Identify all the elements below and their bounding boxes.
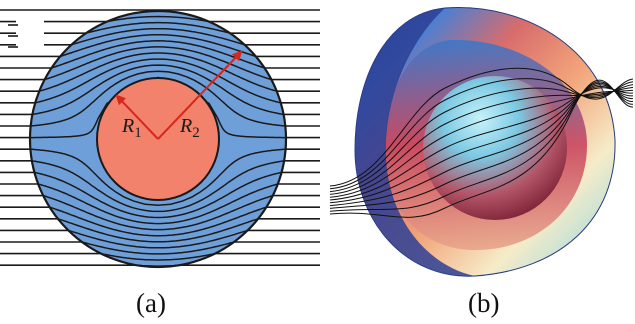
radius-r2-arrow	[157, 50, 243, 140]
cloaked-core-sphere	[423, 76, 567, 220]
corner-notch	[16, 16, 44, 52]
field-line	[329, 81, 634, 212]
cloak-cross-section-diagram: R1 R2	[0, 9, 320, 269]
deflected-field-line	[30, 194, 286, 231]
deflected-field-line	[30, 160, 286, 213]
label-r2: R2	[179, 115, 200, 141]
field-line	[329, 82, 634, 209]
deflected-field-line	[30, 34, 286, 58]
deflected-field-line	[30, 52, 286, 92]
field-line	[329, 84, 634, 193]
field-line-bundle	[329, 67, 634, 218]
deflected-field-line	[30, 46, 286, 81]
deflected-field-line	[30, 218, 286, 243]
deflected-field-line	[30, 40, 286, 69]
radius-r1-arrow	[115, 94, 159, 140]
field-line	[329, 86, 634, 195]
field-line	[329, 85, 634, 204]
caption-panel-b: (b)	[468, 288, 500, 318]
field-line	[329, 84, 634, 207]
deflected-field-line	[30, 206, 286, 237]
caption-panel-a: (a)	[136, 288, 166, 318]
deflected-field-line	[30, 58, 286, 104]
field-line	[329, 79, 634, 218]
cloak-3d-rendering	[329, 6, 634, 277]
field-line	[329, 78, 634, 190]
deflected-field-line	[30, 148, 286, 207]
deflected-field-line	[30, 229, 286, 249]
label-r1: R1	[121, 115, 142, 141]
field-line	[329, 87, 634, 201]
deflected-field-line	[30, 64, 286, 116]
corner-notch-dashes	[8, 24, 18, 48]
deflected-field-line	[30, 70, 286, 127]
deflected-field-line	[30, 183, 286, 225]
field-line	[329, 67, 634, 187]
deflected-field-line	[30, 171, 286, 219]
field-line	[329, 89, 634, 198]
